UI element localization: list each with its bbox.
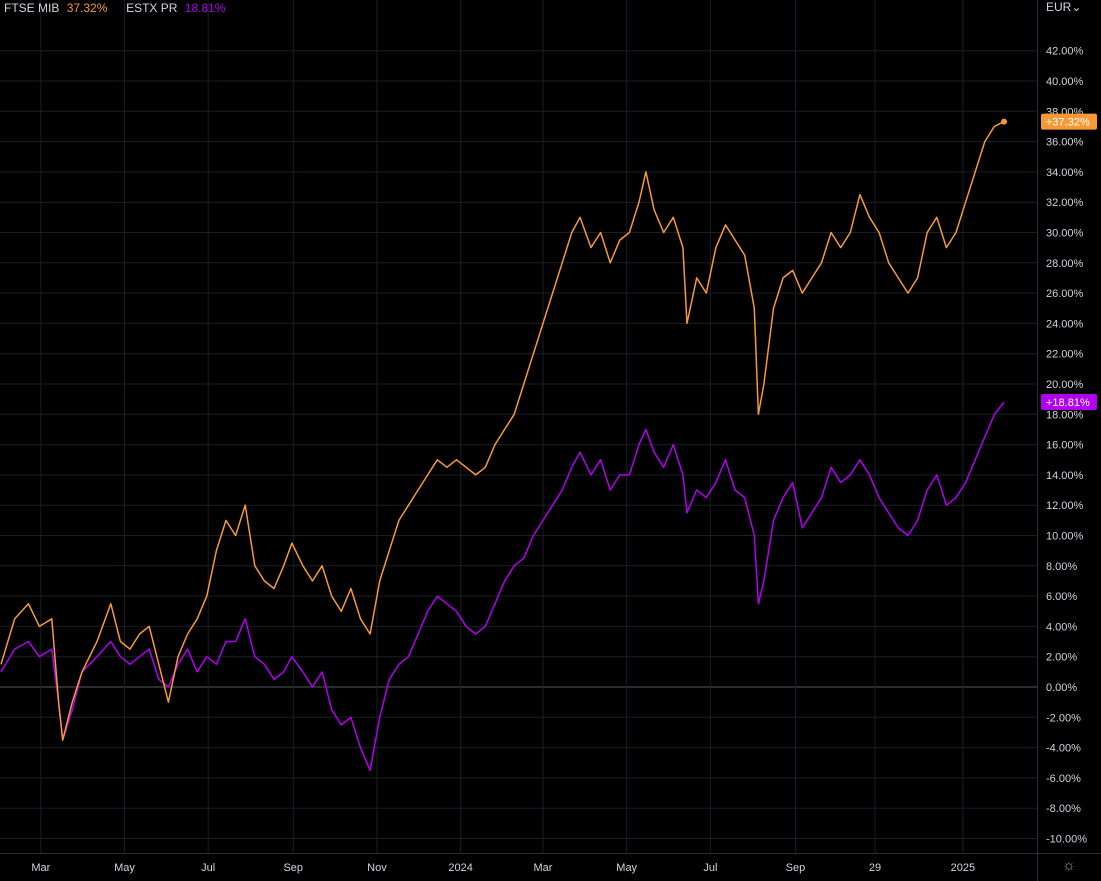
x-tick-label: Mar: [534, 862, 553, 874]
x-tick-label: Sep: [283, 862, 303, 874]
y-tick-label: 34.00%: [1046, 167, 1084, 179]
x-tick-label: Jul: [703, 862, 717, 874]
legend: FTSE MIB 37.32% ESTX PR 18.81%: [4, 1, 229, 15]
estx-last-label: +18.81%: [1046, 397, 1090, 409]
legend-estx-name[interactable]: ESTX PR: [126, 1, 178, 15]
y-tick-label: 40.00%: [1046, 76, 1084, 88]
ftse-last-badge: [1041, 113, 1097, 130]
y-tick-label: 26.00%: [1046, 288, 1084, 300]
x-tick-label: 2024: [448, 862, 472, 874]
estx-last-badge: [1041, 394, 1097, 411]
y-tick-label: -8.00%: [1046, 803, 1081, 815]
y-tick-label: 18.00%: [1046, 409, 1084, 421]
y-tick-label: 22.00%: [1046, 349, 1084, 361]
y-tick-label: 24.00%: [1046, 318, 1084, 330]
y-tick-label: 2.00%: [1046, 652, 1077, 664]
x-tick-label: Jul: [201, 862, 215, 874]
time-axis[interactable]: Mar May Jul Sep Nov 2024 Mar May Jul Sep 29 2025: [31, 862, 975, 874]
sun-icon[interactable]: ☼: [1062, 857, 1076, 874]
x-tick-label: May: [114, 862, 135, 874]
y-tick-label: 8.00%: [1046, 561, 1077, 573]
y-tick-label: 32.00%: [1046, 197, 1084, 209]
y-tick-label: 16.00%: [1046, 440, 1084, 452]
x-tick-label: Mar: [31, 862, 50, 874]
legend-ftse-name[interactable]: FTSE MIB: [4, 1, 60, 15]
x-tick-label: May: [616, 862, 637, 874]
y-tick-label: -2.00%: [1046, 712, 1081, 724]
ftse-mib-line[interactable]: [0, 120, 1005, 741]
series-lines[interactable]: [0, 118, 1007, 772]
y-tick-label: 20.00%: [1046, 379, 1084, 391]
y-tick-label: -6.00%: [1046, 773, 1081, 785]
y-tick-label: 42.00%: [1046, 46, 1084, 58]
y-tick-label: 4.00%: [1046, 621, 1077, 633]
estx-pr-line[interactable]: [0, 401, 1005, 772]
y-tick-label: -4.00%: [1046, 743, 1081, 755]
ftse-last-label: +37.32%: [1046, 117, 1090, 129]
y-tick-label: 6.00%: [1046, 591, 1077, 603]
x-tick-label: Nov: [367, 862, 387, 874]
y-tick-label: 28.00%: [1046, 258, 1084, 270]
price-axis[interactable]: 42.00%40.00%38.00%36.00%34.00%32.00%30.0…: [1041, 46, 1097, 846]
x-tick-label: 29: [869, 862, 881, 874]
x-tick-label: 2025: [951, 862, 975, 874]
y-tick-label: 12.00%: [1046, 500, 1084, 512]
currency-selector[interactable]: EUR⌄: [1046, 0, 1082, 14]
y-tick-label: 10.00%: [1046, 531, 1084, 543]
ftse-last-point: [1001, 118, 1007, 125]
y-tick-label: 0.00%: [1046, 682, 1077, 694]
y-tick-label: -10.00%: [1046, 834, 1087, 846]
y-tick-label: 14.00%: [1046, 470, 1084, 482]
y-tick-label: 36.00%: [1046, 137, 1084, 149]
y-tick-label: 30.00%: [1046, 228, 1084, 240]
x-tick-label: Sep: [786, 862, 806, 874]
legend-ftse-value: 37.32%: [66, 1, 108, 15]
legend-estx-value: 18.81%: [184, 1, 226, 15]
